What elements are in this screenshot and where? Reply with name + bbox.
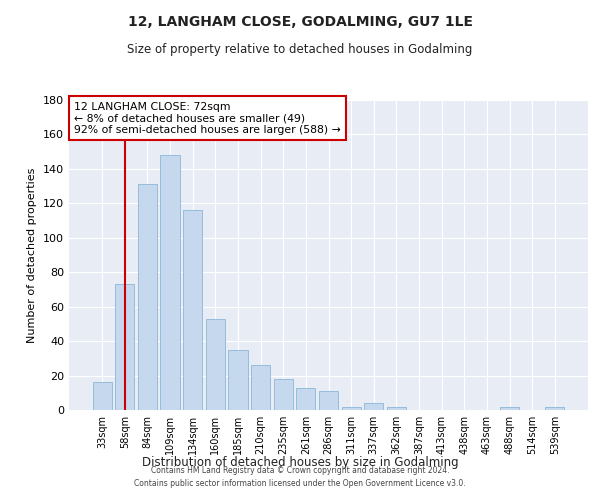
Text: Distribution of detached houses by size in Godalming: Distribution of detached houses by size … <box>142 456 458 469</box>
Text: 12 LANGHAM CLOSE: 72sqm
← 8% of detached houses are smaller (49)
92% of semi-det: 12 LANGHAM CLOSE: 72sqm ← 8% of detached… <box>74 102 341 134</box>
Bar <box>92 382 112 410</box>
Bar <box>545 406 565 410</box>
Bar <box>229 350 248 410</box>
Bar <box>206 318 225 410</box>
Y-axis label: Number of detached properties: Number of detached properties <box>28 168 37 342</box>
Bar <box>183 210 202 410</box>
Bar <box>364 403 383 410</box>
Text: Contains HM Land Registry data © Crown copyright and database right 2024.
Contai: Contains HM Land Registry data © Crown c… <box>134 466 466 487</box>
Bar <box>341 406 361 410</box>
Bar <box>138 184 157 410</box>
Text: Size of property relative to detached houses in Godalming: Size of property relative to detached ho… <box>127 42 473 56</box>
Bar <box>115 284 134 410</box>
Bar <box>160 155 180 410</box>
Bar <box>274 379 293 410</box>
Text: 12, LANGHAM CLOSE, GODALMING, GU7 1LE: 12, LANGHAM CLOSE, GODALMING, GU7 1LE <box>128 15 473 29</box>
Bar <box>319 391 338 410</box>
Bar <box>500 406 519 410</box>
Bar <box>251 365 270 410</box>
Bar <box>387 406 406 410</box>
Bar <box>296 388 316 410</box>
